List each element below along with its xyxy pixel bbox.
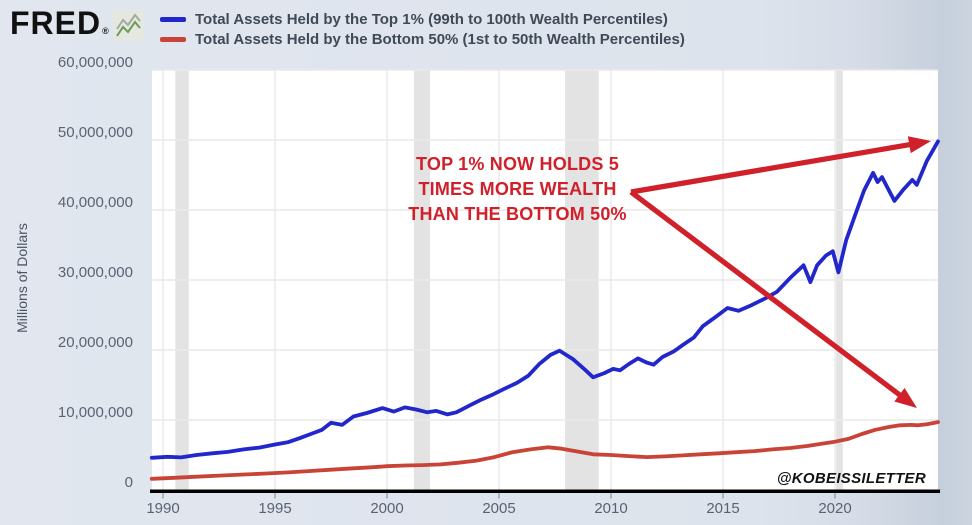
x-axis-line (150, 489, 940, 493)
series-line-bottom50 (149, 420, 940, 481)
x-tick-label: 2015 (706, 500, 740, 517)
x-tick-label: 2000 (370, 500, 404, 517)
x-tick-label: 2005 (482, 500, 516, 517)
y-tick-label: 50,000,000 (57, 124, 133, 141)
legend: Total Assets Held by the Top 1% (99th to… (160, 9, 685, 49)
annotation-line-2: TIMES MORE WEALTH (418, 179, 617, 199)
fred-logo-text: FRED (10, 5, 102, 41)
y-tick-label: 60,000,000 (57, 54, 133, 71)
x-tick-label: 1990 (146, 500, 180, 517)
legend-item-top1: Total Assets Held by the Top 1% (99th to… (160, 9, 685, 29)
y-tick-label: 40,000,000 (57, 194, 133, 211)
sparkline-icon (112, 10, 144, 41)
y-tick-label: 0 (124, 474, 133, 491)
y-tick-label: 30,000,000 (57, 264, 133, 281)
legend-label-bottom50: Total Assets Held by the Bottom 50% (1st… (195, 30, 685, 48)
legend-item-bottom50: Total Assets Held by the Bottom 50% (1st… (160, 29, 685, 49)
x-tick-label: 2010 (594, 500, 628, 517)
annotation-line-3: THAN THE BOTTOM 50% (408, 204, 627, 224)
annotation-text: TOP 1% NOW HOLDS 5 TIMES MORE WEALTH THA… (380, 152, 655, 227)
registered-trademark: ® (102, 26, 109, 36)
annotation-arrow-shaft (629, 189, 904, 399)
annotation-arrow-shaft (630, 141, 913, 195)
legend-label-top1: Total Assets Held by the Top 1% (99th to… (195, 10, 668, 28)
fred-logo: FRED ® (10, 6, 144, 41)
x-tick-label: 1995 (258, 500, 292, 517)
annotation-arrowhead (907, 136, 931, 154)
legend-swatch-bottom50 (160, 36, 186, 42)
watermark: @KOBEISSILETTER (776, 470, 926, 487)
annotation-line-1: TOP 1% NOW HOLDS 5 (416, 154, 619, 174)
annotation-arrowhead (894, 387, 917, 408)
series-line-top1 (149, 139, 940, 460)
y-tick-label: 20,000,000 (57, 334, 133, 351)
x-tick-label: 2020 (818, 500, 852, 517)
legend-swatch-top1 (160, 16, 186, 22)
y-tick-label: 10,000,000 (57, 404, 133, 421)
